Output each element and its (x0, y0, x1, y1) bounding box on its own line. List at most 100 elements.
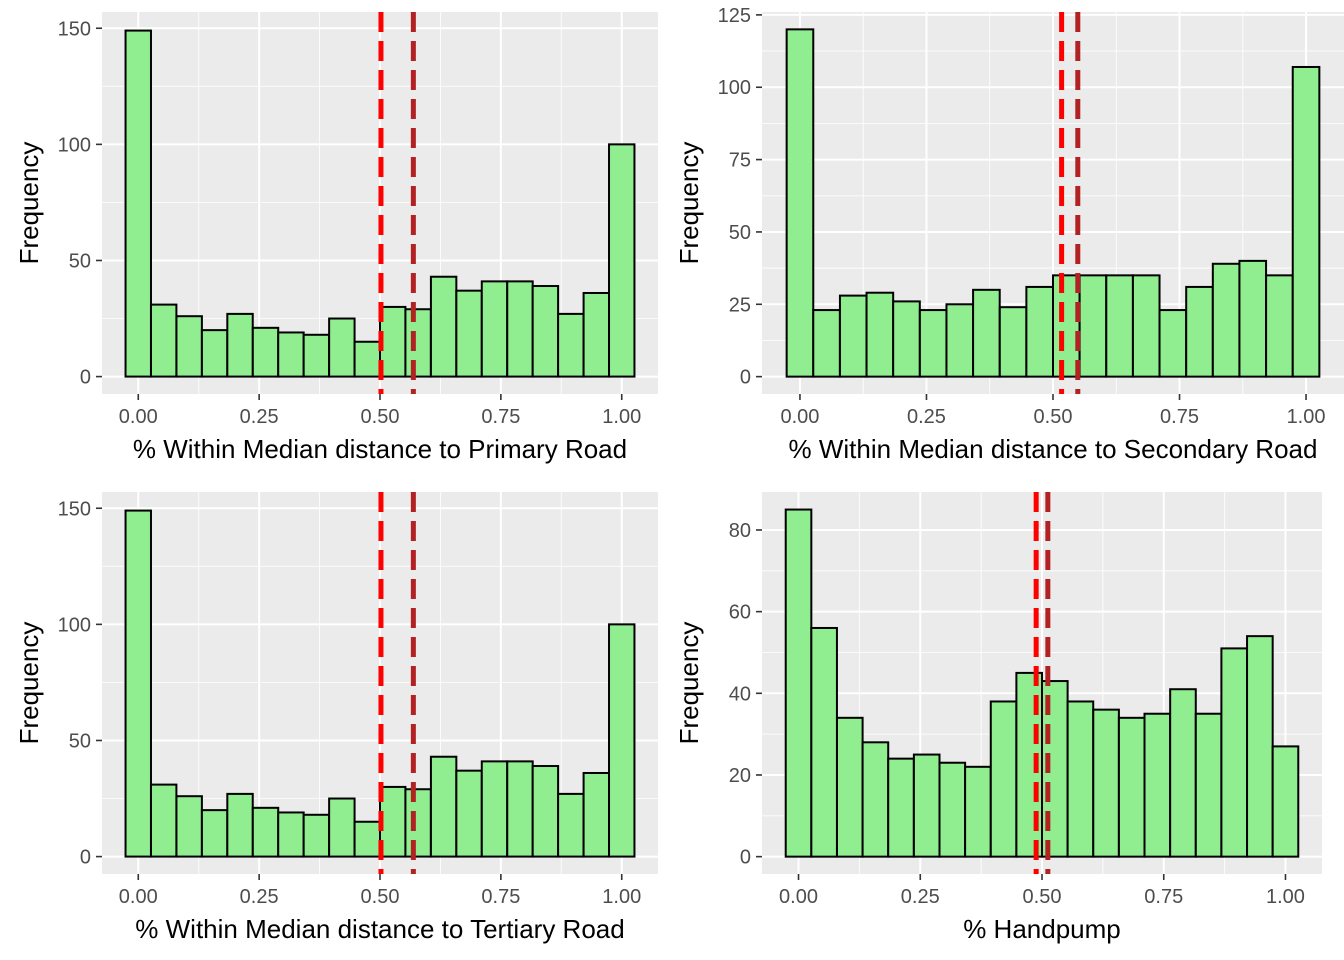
histogram-bar (124, 29, 152, 378)
x-tick-label: 0.75 (481, 406, 520, 428)
y-axis-title: Frequency (14, 142, 44, 265)
y-tick-label: 150 (58, 18, 91, 40)
y-axis-title: Frequency (674, 142, 704, 265)
histogram-bar (887, 757, 915, 858)
histogram-panel-3: 0.00 0.25 0.50 0.75 1.00 0 50 100 150 % Within Me… (14, 492, 658, 944)
y-tick-label: 20 (729, 765, 751, 787)
histogram-bar (964, 765, 992, 858)
histogram-bar (861, 741, 890, 858)
y-tick-label: 100 (718, 77, 751, 99)
panel-plot-area (102, 12, 658, 394)
histogram-bar (1092, 708, 1120, 858)
histogram-bar (429, 275, 458, 378)
x-axis-title: % Within Median distance to Primary Road (133, 434, 627, 464)
histogram-bar (175, 795, 203, 858)
histogram-bar (892, 300, 921, 378)
histogram-bar (302, 813, 331, 858)
x-tick-label: 0.50 (361, 406, 400, 428)
panel-plot-area (762, 12, 1344, 394)
y-tick-label: 100 (58, 614, 91, 636)
histogram-bar (810, 626, 838, 858)
histogram-bar (557, 792, 585, 858)
x-tick-label: 0.50 (361, 886, 400, 908)
histogram-bar (277, 811, 305, 858)
histogram-bar (1105, 274, 1134, 378)
histogram-bar (404, 308, 432, 378)
histogram-bar (175, 315, 203, 378)
y-tick-label: 60 (729, 602, 751, 624)
histogram-bar (1220, 647, 1249, 858)
histogram-bar (1246, 635, 1274, 858)
histogram-bar (812, 309, 841, 378)
histogram-bar (1158, 309, 1188, 378)
histogram-bar (149, 303, 178, 378)
histogram-bar (1169, 688, 1197, 858)
y-tick-label: 75 (729, 150, 751, 172)
y-tick-label: 0 (740, 367, 751, 389)
x-tick-label: 0.00 (119, 886, 158, 908)
histogram-bar (1185, 285, 1214, 378)
histogram-bar (912, 753, 941, 858)
x-tick-label: 1.00 (1266, 886, 1305, 908)
histogram-bar (1117, 716, 1146, 858)
panel-plot-area (762, 492, 1322, 874)
x-tick-label: 0.25 (907, 406, 946, 428)
histogram-bar (1078, 274, 1108, 378)
y-tick-label: 50 (729, 222, 751, 244)
histogram-bar (531, 285, 560, 378)
histogram-bar (1211, 262, 1241, 378)
histogram-bar (226, 312, 254, 378)
histogram-panel-1: 0.00 0.25 0.50 0.75 1.00 0 50 100 150 % Within Me… (14, 12, 658, 464)
histogram-bar (865, 291, 895, 378)
histogram-bar (1238, 259, 1268, 378)
y-tick-label: 125 (718, 5, 751, 27)
x-tick-label: 0.00 (780, 406, 819, 428)
panel-plot-area (102, 492, 658, 874)
histogram-bar (277, 331, 305, 378)
histogram-bar (226, 792, 254, 858)
histogram-bar (328, 317, 356, 378)
x-tick-label: 0.25 (901, 886, 940, 908)
histogram-bar (608, 143, 636, 378)
histogram-bar (124, 509, 152, 858)
y-tick-label: 0 (740, 847, 751, 869)
histogram-bar (480, 280, 509, 378)
histogram-bar (379, 785, 407, 858)
histogram-bar (557, 312, 585, 378)
x-tick-label: 0.75 (1160, 406, 1199, 428)
y-tick-label: 25 (729, 294, 751, 316)
histogram-bar (1271, 745, 1300, 858)
histogram-bar (149, 783, 178, 858)
histogram-bar (251, 326, 280, 378)
histogram-bar (353, 340, 381, 378)
y-tick-label: 50 (69, 250, 91, 272)
histogram-panel-2: 0.00 0.25 0.50 0.75 1.00 0 25 50 75 100 125 % Withi… (674, 5, 1344, 464)
histogram-bar (785, 28, 815, 378)
histogram-bar (506, 760, 534, 858)
x-tick-label: 0.25 (240, 406, 279, 428)
histogram-bar (353, 820, 381, 858)
histogram-bar (531, 765, 560, 858)
x-tick-label: 0.50 (1023, 886, 1062, 908)
histogram-bar (1194, 712, 1223, 858)
x-axis-title: % Within Median distance to Secondary Ro… (789, 434, 1318, 464)
histogram-bar (582, 291, 611, 378)
histogram-bar (838, 294, 868, 378)
histogram-bar (1066, 700, 1095, 858)
histogram-bar (404, 788, 432, 858)
y-tick-label: 40 (729, 683, 751, 705)
x-tick-label: 0.00 (119, 406, 158, 428)
histogram-bar (784, 508, 813, 858)
histogram-bar (429, 755, 458, 858)
histogram-bar (1131, 274, 1161, 378)
y-tick-label: 80 (729, 520, 751, 542)
histogram-bar (918, 309, 948, 378)
histogram-bar (302, 333, 331, 378)
histogram-panel-4: 0.00 0.25 0.50 0.75 1.00 0 20 40 60 80 % Handpump F… (674, 492, 1322, 944)
histogram-bar (506, 280, 534, 378)
histogram-bar (379, 305, 407, 378)
x-tick-label: 1.00 (1287, 406, 1326, 428)
y-tick-label: 0 (80, 367, 91, 389)
x-tick-label: 0.00 (779, 886, 818, 908)
